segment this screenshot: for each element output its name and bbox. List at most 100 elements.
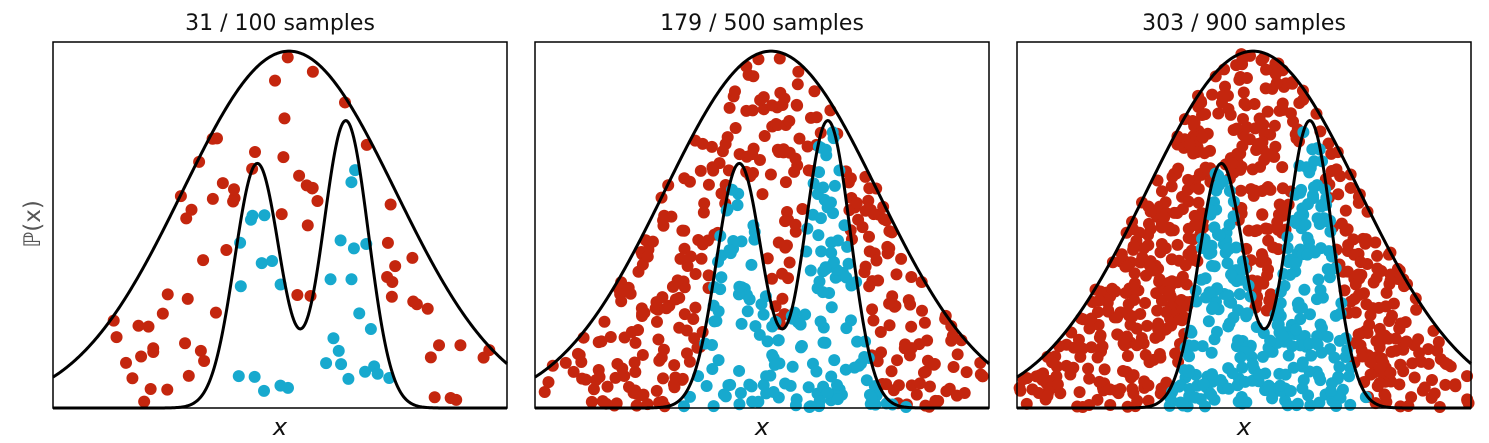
panel-2-accepted-sample bbox=[841, 240, 854, 253]
panel-2-accepted-sample bbox=[817, 336, 830, 349]
panel-2-rejected-sample bbox=[592, 336, 605, 349]
panel-3-rejected-sample bbox=[1152, 322, 1165, 335]
panel-1-accepted-sample bbox=[335, 358, 348, 371]
panel-3-accepted-sample bbox=[1312, 370, 1325, 383]
panel-3-rejected-sample bbox=[1349, 306, 1362, 319]
panel-3-rejected-sample bbox=[1386, 309, 1398, 322]
panel-1-accepted-sample bbox=[246, 209, 259, 222]
panel-3-rejected-sample bbox=[1426, 373, 1438, 386]
panel-3-rejected-sample bbox=[1276, 161, 1289, 174]
panel-3-rejected-sample bbox=[1165, 180, 1178, 193]
panel-3-rejected-sample bbox=[1212, 107, 1225, 120]
panel-3-rejected-sample bbox=[1083, 372, 1096, 385]
panel-2-rejected-sample bbox=[628, 356, 641, 369]
panel-2-rejected-sample bbox=[616, 362, 629, 375]
panel-2-rejected-sample bbox=[862, 194, 875, 207]
panel-2-rejected-sample bbox=[668, 359, 681, 372]
panel-1-accepted-sample bbox=[334, 234, 347, 247]
panel-1-rejected-sample bbox=[291, 289, 304, 301]
panel-3-rejected-sample bbox=[1269, 140, 1282, 153]
panel-1-x-axis-label: x bbox=[272, 413, 288, 441]
panel-1-rejected-sample bbox=[300, 179, 313, 192]
panel-3-accepted-sample bbox=[1221, 257, 1234, 270]
panel-2-rejected-sample bbox=[766, 99, 779, 112]
panel-2-rejected-sample bbox=[758, 129, 771, 142]
panel-3-rejected-sample bbox=[1293, 97, 1306, 110]
panel-3-rejected-sample bbox=[1192, 182, 1205, 195]
panel-3-accepted-sample bbox=[1205, 346, 1218, 359]
panel-2-rejected-sample bbox=[870, 254, 883, 267]
panel-1-rejected-sample bbox=[138, 395, 151, 408]
panel-3-accepted-sample bbox=[1333, 334, 1346, 347]
panel-3-accepted-sample bbox=[1310, 293, 1323, 306]
panel-3-rejected-sample bbox=[1051, 378, 1064, 391]
panel-1-accepted-sample bbox=[258, 209, 271, 222]
panel-3-rejected-sample bbox=[1259, 222, 1272, 235]
panel-3-rejected-sample bbox=[1364, 309, 1377, 322]
panel-3-rejected-sample bbox=[1373, 377, 1386, 390]
panel-1-rejected-sample bbox=[301, 219, 314, 232]
panel-1-rejected-sample bbox=[278, 112, 291, 125]
panel-3-rejected-sample bbox=[1183, 138, 1196, 151]
panel-3-accepted-sample bbox=[1205, 368, 1218, 381]
panel-3-accepted-sample bbox=[1328, 351, 1341, 364]
panel-2-rejected-sample bbox=[542, 376, 555, 389]
panel-2-accepted-sample bbox=[715, 271, 728, 284]
panel-2-rejected-sample bbox=[974, 368, 987, 381]
panel-3-accepted-sample bbox=[1197, 378, 1210, 391]
panel-2-rejected-sample bbox=[866, 303, 879, 316]
panel-3-accepted-sample bbox=[1311, 212, 1324, 225]
panel-3-accepted-sample bbox=[1344, 398, 1357, 411]
panel-3-rejected-sample bbox=[1162, 276, 1175, 289]
panel-2-rejected-sample bbox=[771, 119, 784, 132]
panel-1-accepted-sample bbox=[347, 242, 360, 255]
panel-2-rejected-sample bbox=[885, 226, 898, 239]
panel-1-rejected-sample bbox=[182, 369, 195, 382]
panel-3-rejected-sample bbox=[1121, 349, 1134, 362]
panel-3-rejected-sample bbox=[1261, 105, 1274, 118]
panel-2-rejected-sample bbox=[904, 298, 917, 311]
panel-3-rejected-sample bbox=[1185, 244, 1198, 257]
panel-3-rejected-sample bbox=[1238, 97, 1251, 110]
panel-3-rejected-sample bbox=[1128, 294, 1141, 307]
panel-3-rejected-sample bbox=[1335, 217, 1348, 230]
panel-3-accepted-sample bbox=[1296, 356, 1309, 369]
panel-2-accepted-sample bbox=[831, 234, 844, 247]
panel-2-accepted-sample bbox=[813, 400, 826, 413]
panel-1-accepted-sample bbox=[324, 273, 337, 286]
panel-2-rejected-sample bbox=[891, 354, 904, 367]
panel-1-rejected-sample bbox=[293, 169, 306, 182]
panel-3-accepted-sample bbox=[1303, 308, 1316, 321]
panel-2-rejected-sample bbox=[789, 218, 802, 231]
panel-2-accepted-sample bbox=[717, 388, 730, 401]
panel-2-rejected-sample bbox=[765, 272, 778, 285]
panel-3-rejected-sample bbox=[1076, 342, 1089, 355]
panel-2-rejected-sample bbox=[601, 380, 614, 393]
panel-1-rejected-sample bbox=[227, 195, 240, 208]
panel-3-rejected-sample bbox=[1268, 119, 1281, 132]
panel-2-rejected-sample bbox=[778, 92, 791, 105]
panel-3-rejected-sample bbox=[1142, 394, 1155, 407]
panel-2-accepted-sample bbox=[766, 348, 779, 361]
panel-2-accepted-sample bbox=[727, 234, 740, 247]
panel-2-accepted-sample bbox=[845, 279, 858, 292]
panel-3-rejected-sample bbox=[1461, 370, 1474, 383]
panel-1-rejected-sample bbox=[110, 331, 123, 344]
panel-2-accepted-sample bbox=[779, 377, 792, 390]
panel-3-accepted-sample bbox=[1225, 268, 1238, 281]
panel-1-rejected-sample bbox=[277, 151, 290, 164]
panel-3-accepted-sample bbox=[1276, 329, 1289, 342]
panel-1-rejected-sample bbox=[311, 194, 324, 207]
panel-2-rejected-sample bbox=[702, 178, 715, 191]
panel-3-rejected-sample bbox=[1219, 80, 1232, 93]
panel-3-rejected-sample bbox=[1155, 185, 1168, 198]
panel-3-rejected-sample bbox=[1179, 259, 1192, 272]
panel-1-accepted-sample bbox=[359, 365, 372, 378]
panel-3-accepted-sample bbox=[1223, 218, 1236, 231]
panel-3-accepted-sample bbox=[1322, 245, 1335, 258]
panel-1-rejected-sample bbox=[197, 254, 210, 267]
panel-1-accepted-sample bbox=[332, 344, 345, 357]
panel-3-rejected-sample bbox=[1041, 390, 1054, 403]
panel-2-rejected-sample bbox=[657, 372, 670, 385]
panel-2-accepted-sample bbox=[722, 379, 735, 392]
